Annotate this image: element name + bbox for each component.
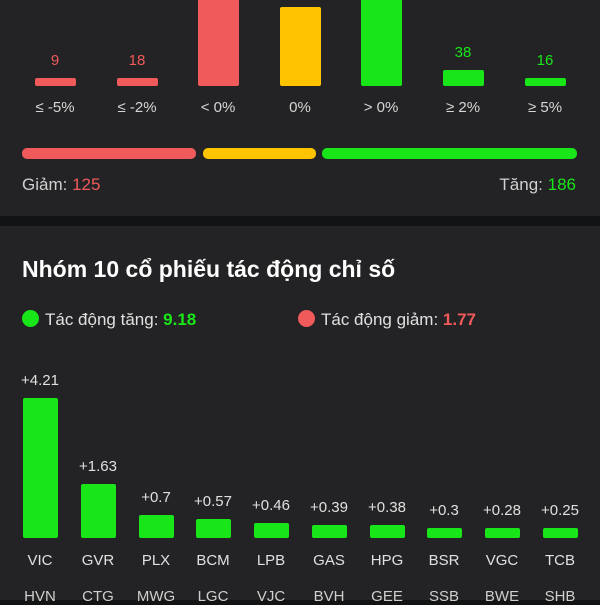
price-distribution-card: 9 ≤ -5% 18 ≤ -2% < 0% 0% > 0% 38 ≥ 2% 16 ≥ 5% Giảm:… [0, 0, 600, 216]
distribution-bar [280, 7, 321, 86]
impact-ticker-next-row[interactable]: HVN [11, 588, 69, 605]
impact-ticker-next-row[interactable]: SSB [415, 588, 473, 605]
impact-ticker[interactable]: LPB [242, 552, 300, 569]
distribution-label: ≤ -5% [20, 99, 90, 116]
impact-ticker[interactable]: BCM [184, 552, 242, 569]
distribution-label: 0% [265, 99, 335, 116]
legend-down-value: 1.77 [443, 310, 476, 329]
breadth-segment-up [322, 148, 577, 159]
declining-summary: Giảm: 125 [22, 175, 100, 195]
distribution-bar [117, 78, 158, 86]
green-dot-icon [22, 310, 39, 327]
impact-ticker[interactable]: GAS [300, 552, 358, 569]
impact-value: +1.63 [69, 458, 127, 475]
impact-ticker-next-row[interactable]: BWE [473, 588, 531, 605]
impact-bar [427, 528, 462, 538]
legend-down: Tác động giảm: 1.77 [298, 310, 476, 330]
impact-value: +0.38 [358, 499, 416, 516]
distribution-count: 38 [433, 44, 493, 61]
impact-value: +0.25 [531, 502, 589, 519]
impact-value: +0.3 [415, 502, 473, 519]
red-dot-icon [298, 310, 315, 327]
impact-bar [370, 525, 405, 538]
distribution-label: > 0% [346, 99, 416, 116]
impact-ticker-next-row[interactable]: VJC [242, 588, 300, 605]
distribution-count: 9 [25, 52, 85, 69]
legend-up: Tác động tăng: 9.18 [22, 310, 196, 330]
impact-value: +0.39 [300, 499, 358, 516]
legend-up-value: 9.18 [163, 310, 196, 329]
impact-ticker[interactable]: VIC [11, 552, 69, 569]
impact-ticker-next-row[interactable]: SHB [531, 588, 589, 605]
advancing-label: Tăng: [499, 175, 542, 194]
distribution-bar [35, 78, 76, 86]
advancing-summary: Tăng: 186 [499, 175, 576, 195]
impact-ticker[interactable]: TCB [531, 552, 589, 569]
breadth-segment-flat [203, 148, 316, 159]
impact-value: +0.28 [473, 502, 531, 519]
impact-bar [81, 484, 116, 538]
distribution-bar [361, 0, 402, 86]
legend-up-label: Tác động tăng: [45, 310, 158, 329]
declining-label: Giảm: [22, 175, 67, 194]
declining-value: 125 [72, 175, 100, 194]
impact-ticker[interactable]: BSR [415, 552, 473, 569]
distribution-count: 16 [515, 52, 575, 69]
distribution-bar [443, 70, 484, 86]
distribution-label: ≥ 2% [428, 99, 498, 116]
impact-value: +0.7 [127, 489, 185, 506]
impact-ticker-next-row[interactable]: BVH [300, 588, 358, 605]
distribution-count: 18 [107, 52, 167, 69]
impact-bar [23, 398, 58, 538]
breadth-segment-down [22, 148, 196, 159]
advancing-value: 186 [548, 175, 576, 194]
distribution-label: ≥ 5% [510, 99, 580, 116]
impact-bar [312, 525, 347, 538]
impact-bar [196, 519, 231, 538]
impact-ticker-next-row[interactable]: GEE [358, 588, 416, 605]
distribution-bar [525, 78, 566, 86]
impact-ticker[interactable]: PLX [127, 552, 185, 569]
legend-down-label: Tác động giảm: [321, 310, 438, 329]
distribution-bar [198, 0, 239, 86]
impact-value: +0.46 [242, 497, 300, 514]
distribution-label: ≤ -2% [102, 99, 172, 116]
impact-value: +0.57 [184, 493, 242, 510]
impact-ticker-next-row[interactable]: CTG [69, 588, 127, 605]
impact-stocks-card: Nhóm 10 cổ phiếu tác động chỉ số Tác độn… [0, 226, 600, 600]
impact-bar [485, 528, 520, 538]
impact-bar [254, 523, 289, 538]
impact-ticker[interactable]: GVR [69, 552, 127, 569]
impact-ticker-next-row[interactable]: MWG [127, 588, 185, 605]
impact-title: Nhóm 10 cổ phiếu tác động chỉ số [22, 256, 395, 283]
impact-bar [543, 528, 578, 538]
impact-ticker[interactable]: HPG [358, 552, 416, 569]
impact-value: +4.21 [11, 372, 69, 389]
impact-ticker-next-row[interactable]: LGC [184, 588, 242, 605]
impact-ticker[interactable]: VGC [473, 552, 531, 569]
distribution-label: < 0% [183, 99, 253, 116]
impact-bar [139, 515, 174, 538]
